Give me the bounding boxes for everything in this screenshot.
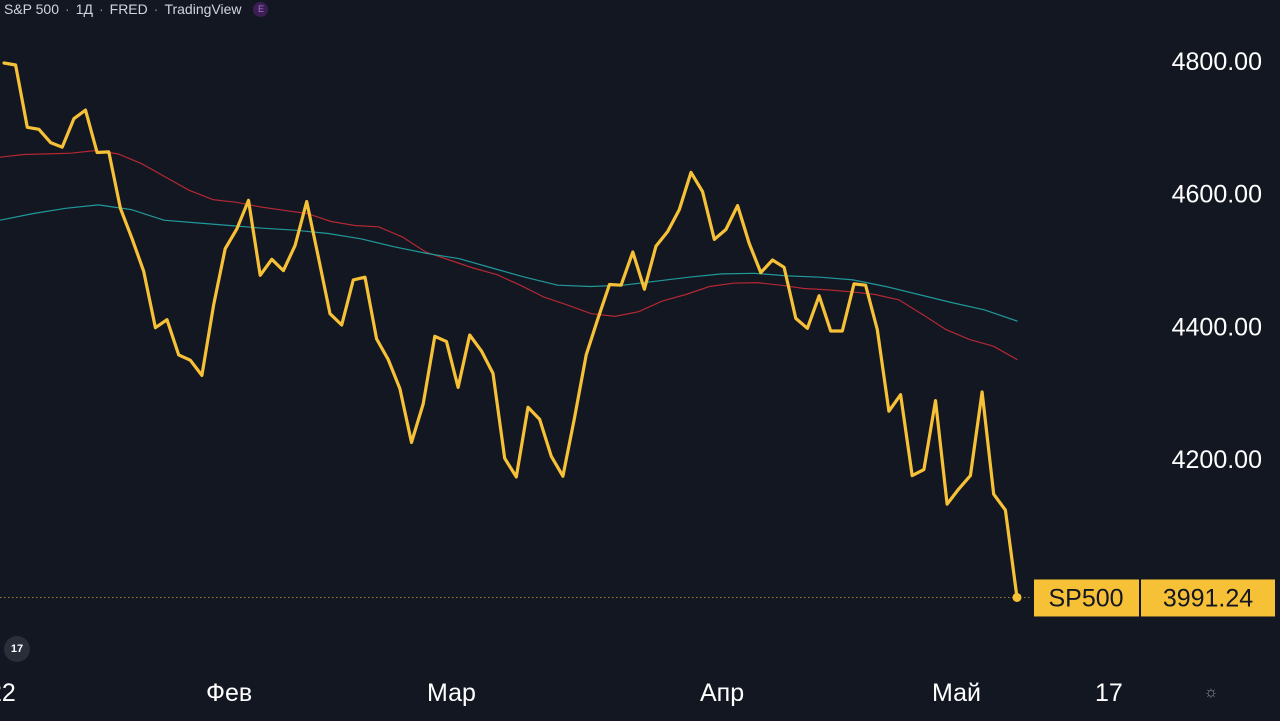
x-tick-label: Апр [700,679,744,707]
last-value-price-box[interactable] [1141,579,1275,617]
series-line-price[interactable] [2,61,1019,600]
last-value-name: SP500 [1048,584,1123,612]
series-line-ma-long[interactable] [0,204,1018,322]
last-price-dot [1012,592,1022,602]
y-tick-label: 4600.00 [1172,181,1262,209]
x-tick-label: Май [932,679,981,707]
x-tick-label: Фев [206,679,252,707]
exchange-badge-icon[interactable]: E [253,1,269,17]
y-tick-label: 4800.00 [1172,48,1262,76]
x-tick-label: 17 [1095,679,1123,707]
tradingview-logo-icon[interactable]: 17 [4,636,30,662]
chart-header: S&P 500 · 1Д · FRED · TradingView E [4,1,269,17]
y-tick-label: 4400.00 [1172,313,1262,341]
interval-label[interactable]: 1Д [75,1,93,17]
y-tick-label: 4200.00 [1172,446,1262,474]
x-tick-label: Мар [427,679,476,707]
settings-gear-icon[interactable]: ☼ [1203,684,1219,701]
platform-label: TradingView [164,1,242,17]
x-tick-label: 22 [0,679,16,707]
source-label: FRED [109,1,148,17]
symbol-name[interactable]: S&P 500 [4,1,60,17]
header-separator: · [98,1,104,17]
header-separator: · [65,1,70,17]
series-line-ma-short[interactable] [0,150,1018,361]
last-value-name-box[interactable] [1034,579,1139,617]
header-separator: · [153,1,159,17]
last-value-price: 3991.24 [1163,584,1253,612]
